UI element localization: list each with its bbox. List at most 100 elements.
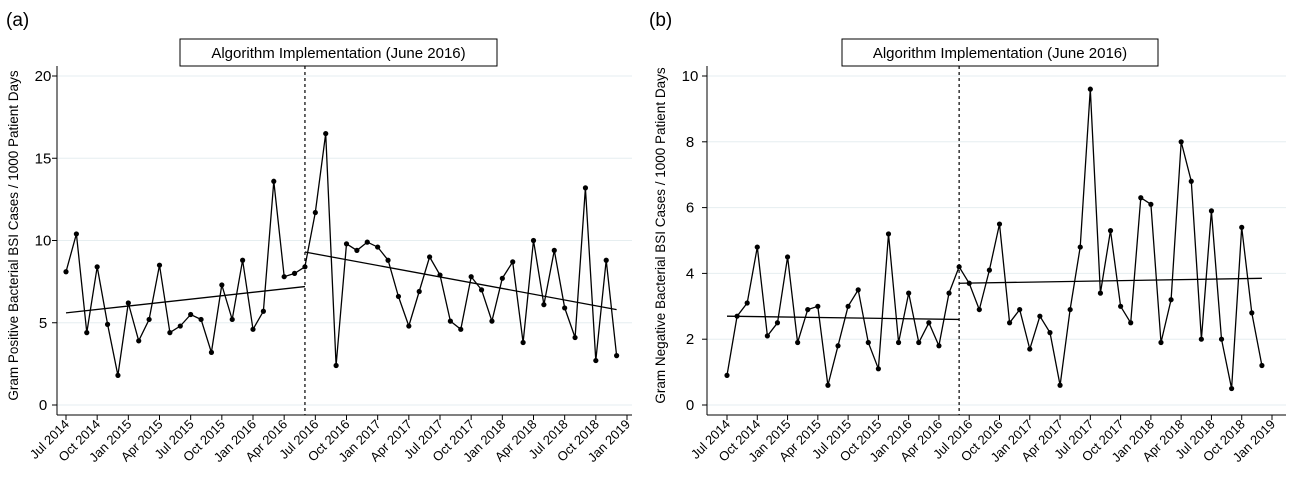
data-point-b-6	[784, 254, 791, 260]
data-point-a-1	[73, 231, 79, 237]
data-point-a-5	[115, 372, 121, 378]
data-point-b-46	[1188, 178, 1194, 184]
data-point-b-28	[1006, 320, 1013, 326]
data-point-b-14	[865, 339, 871, 346]
data-point-a-36	[437, 272, 443, 278]
data-point-b-10	[825, 382, 831, 388]
data-point-a-2	[84, 330, 90, 336]
data-point-b-4	[764, 333, 770, 339]
data-point-b-0	[724, 372, 730, 378]
data-point-b-33	[1057, 382, 1063, 388]
data-point-b-2	[744, 300, 750, 306]
data-point-b-45	[1178, 139, 1184, 145]
data-point-b-39	[1118, 303, 1124, 309]
data-point-b-50	[1229, 385, 1235, 392]
data-point-b-20	[926, 320, 932, 326]
data-point-a-50	[582, 185, 589, 191]
chart-panel-a: (a) 0 5 10 15 20 Gram Positive Bacterial BSI …	[6, 10, 633, 465]
data-point-a-0	[63, 269, 69, 275]
data-point-a-15	[219, 282, 225, 288]
data-point-b-51	[1239, 224, 1245, 230]
data-point-a-46	[541, 302, 547, 308]
data-point-b-27	[996, 221, 1003, 227]
panel-label-b: (b)	[649, 10, 672, 31]
chart-panel-b: (b) 0 2 4 6 8 10 Gram Negative Bacterial BSI C…	[649, 10, 1286, 465]
y-tick-label-b-0: 0	[686, 397, 694, 414]
series-line-b	[726, 89, 1263, 389]
data-point-b-3	[754, 244, 760, 250]
y-axis-title-b: Gram Negative Bacterial BSI Cases / 1000…	[653, 67, 668, 403]
data-point-b-32	[1047, 330, 1053, 336]
data-point-a-10	[167, 330, 173, 336]
data-point-b-29	[1017, 306, 1023, 313]
data-point-a-43	[510, 259, 516, 265]
y-tick-label-b-3: 6	[686, 200, 694, 217]
data-point-b-37	[1097, 290, 1104, 296]
data-point-b-17	[895, 339, 902, 346]
data-point-a-12	[188, 311, 194, 318]
data-point-a-26	[333, 362, 339, 369]
data-point-b-5	[774, 320, 781, 326]
data-point-a-41	[489, 318, 495, 324]
plot-a: 0 5 10 15 20 Gram Positive Bacterial BSI Case…	[6, 38, 633, 465]
data-point-b-42	[1148, 201, 1154, 207]
data-point-b-16	[885, 231, 892, 237]
data-point-b-25	[976, 306, 982, 313]
data-point-a-48	[562, 305, 568, 311]
series-line-a	[65, 133, 618, 376]
y-tick-label-a-3: 15	[35, 150, 52, 167]
trend-line-b-2	[959, 277, 1262, 284]
data-point-a-44	[520, 339, 526, 346]
data-point-a-47	[551, 247, 557, 253]
data-point-a-17	[240, 257, 246, 263]
data-point-b-41	[1138, 195, 1144, 201]
data-point-b-22	[946, 290, 952, 296]
y-tick-label-b-5: 10	[682, 68, 699, 85]
plot-b: 0 2 4 6 8 10 Gram Negative Bacterial BSI Cases…	[653, 38, 1286, 465]
data-point-a-4	[104, 321, 111, 327]
data-point-a-22	[291, 270, 298, 276]
data-point-b-13	[855, 287, 861, 293]
data-point-b-19	[916, 339, 922, 346]
data-point-b-24	[966, 280, 972, 286]
data-point-a-38	[458, 326, 464, 332]
data-point-b-48	[1208, 208, 1215, 214]
data-point-a-30	[375, 244, 381, 250]
data-point-b-36	[1087, 86, 1093, 92]
data-point-b-18	[906, 290, 912, 296]
data-point-a-33	[406, 323, 412, 329]
data-point-b-40	[1128, 320, 1134, 326]
data-point-a-53	[614, 353, 620, 359]
data-point-b-8	[805, 306, 811, 313]
data-point-a-51	[593, 357, 599, 364]
data-point-a-9	[156, 262, 163, 268]
data-point-a-8	[146, 316, 152, 323]
banner-box-b	[841, 38, 1159, 67]
data-point-a-49	[572, 334, 578, 341]
y-tick-label-a-4: 20	[35, 68, 52, 85]
data-point-a-20	[271, 178, 277, 184]
panel-label-a: (a)	[6, 10, 29, 31]
data-point-a-35	[427, 254, 433, 260]
data-point-b-7	[795, 339, 801, 346]
data-point-b-15	[875, 366, 881, 372]
data-point-a-23	[302, 264, 308, 270]
data-point-a-28	[354, 247, 360, 253]
trend-line-a-2	[304, 251, 617, 311]
data-point-b-1	[734, 313, 740, 319]
data-point-a-45	[530, 237, 537, 244]
data-point-a-18	[250, 326, 256, 332]
data-point-a-19	[260, 308, 266, 314]
y-tick-label-a-0: 0	[39, 397, 47, 414]
data-point-a-37	[447, 318, 453, 324]
data-point-a-7	[136, 338, 142, 344]
data-point-b-47	[1198, 336, 1204, 342]
data-point-a-39	[468, 274, 474, 280]
data-point-a-14	[208, 349, 215, 355]
data-point-b-26	[986, 267, 993, 273]
trend-line-b-1	[726, 315, 960, 321]
data-point-b-23	[956, 264, 962, 270]
data-point-a-24	[312, 209, 318, 216]
data-point-b-38	[1107, 228, 1114, 234]
data-point-b-49	[1218, 336, 1225, 342]
